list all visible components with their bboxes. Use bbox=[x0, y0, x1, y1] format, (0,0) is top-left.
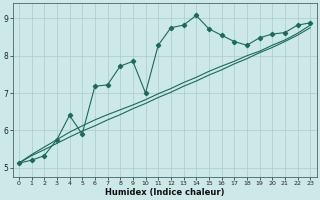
X-axis label: Humidex (Indice chaleur): Humidex (Indice chaleur) bbox=[105, 188, 224, 197]
